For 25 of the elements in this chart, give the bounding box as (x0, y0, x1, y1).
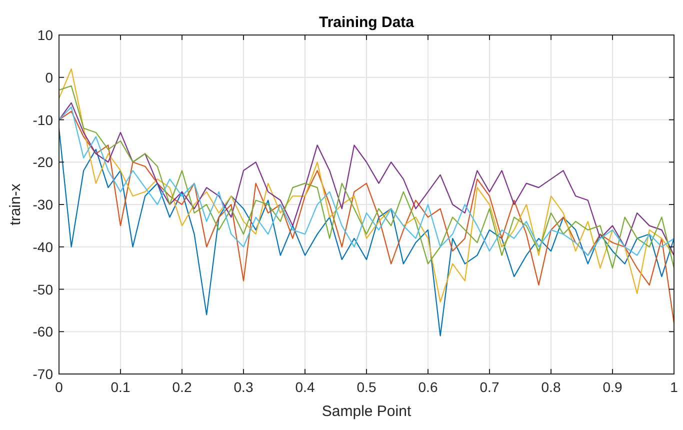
x-tick-label: 0.7 (480, 379, 500, 395)
chart-title: Training Data (318, 14, 415, 31)
x-axis-title: Sample Point (322, 403, 412, 420)
y-tick-label: -70 (32, 366, 54, 382)
x-tick-label: 0.2 (172, 379, 192, 395)
x-tick-label: 0.1 (110, 379, 130, 395)
x-tick-label: 0.4 (295, 379, 315, 395)
x-tick-label: 0.5 (356, 379, 376, 395)
x-tick-label: 0.8 (541, 379, 561, 395)
x-tick-label: 0.6 (418, 379, 438, 395)
y-tick-label: -60 (32, 324, 54, 340)
y-tick-label: -50 (32, 281, 54, 298)
x-tick-label: 0.3 (234, 379, 254, 395)
y-axis-title: train-x (7, 183, 24, 226)
x-tick-label: 0.9 (602, 379, 622, 395)
y-tick-label: -40 (32, 238, 54, 255)
y-tick-label: 10 (37, 27, 54, 43)
y-tick-label: 0 (45, 69, 54, 86)
x-tick-label: 0 (55, 379, 64, 395)
y-tick-label: -10 (32, 112, 54, 128)
y-tick-label: -20 (32, 154, 54, 170)
x-tick-label: 1 (670, 379, 678, 395)
line-series (59, 85, 674, 269)
y-tick-label: -30 (32, 196, 54, 212)
line-series (59, 68, 674, 303)
